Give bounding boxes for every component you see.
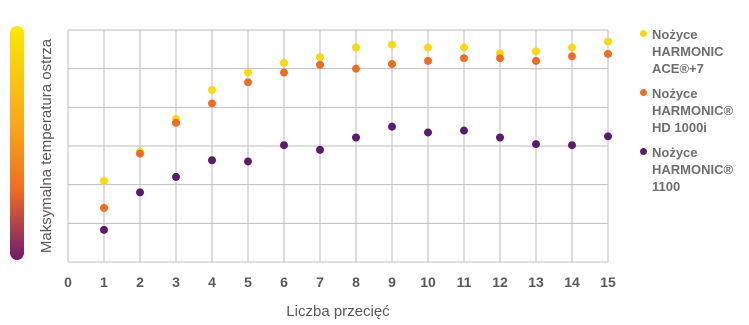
data-point-series-2 — [136, 188, 144, 197]
legend-marker-ace — [640, 30, 647, 37]
x-axis-title: Liczba przecięć — [286, 303, 390, 320]
data-point-series-0 — [568, 43, 576, 52]
data-point-series-1 — [208, 99, 216, 108]
data-point-series-1 — [460, 54, 468, 63]
legend-label-hd1000i: Nożyce HARMONIC® HD 1000i — [652, 86, 734, 135]
data-point-series-2 — [568, 141, 576, 150]
x-tick-label: 11 — [457, 274, 472, 290]
x-tick-label: 13 — [528, 274, 544, 290]
data-point-series-0 — [244, 68, 252, 77]
legend-label-1100: Nożyce HARMONIC® 1100 — [652, 145, 734, 194]
legend: Nożyce HARMONIC ACE®+7 Nożyce HARMONIC® … — [640, 26, 748, 203]
data-point-series-1 — [532, 56, 540, 65]
data-point-series-1 — [316, 60, 324, 69]
x-tick-label: 15 — [600, 274, 616, 290]
data-point-series-2 — [460, 126, 468, 135]
data-point-series-0 — [100, 176, 108, 185]
data-point-series-0 — [388, 40, 396, 49]
temperature-gradient-bar — [10, 26, 24, 260]
data-point-series-0 — [352, 43, 360, 52]
data-point-series-1 — [604, 49, 612, 58]
data-point-series-1 — [388, 60, 396, 69]
legend-item-1100: Nożyce HARMONIC® 1100 — [640, 144, 748, 195]
data-point-series-2 — [244, 157, 252, 166]
data-points — [100, 37, 612, 234]
x-tick-label: 6 — [280, 274, 288, 290]
data-point-series-2 — [208, 156, 216, 165]
data-point-series-1 — [136, 149, 144, 158]
data-point-series-1 — [568, 52, 576, 61]
legend-item-hd1000i: Nożyce HARMONIC® HD 1000i — [640, 85, 748, 136]
x-tick-label: 2 — [136, 274, 144, 290]
data-point-series-1 — [496, 54, 504, 63]
y-axis-title: Maksymalna temperatura ostrza — [38, 38, 55, 253]
legend-item-ace: Nożyce HARMONIC ACE®+7 — [640, 26, 748, 77]
data-point-series-2 — [172, 172, 180, 181]
data-point-series-0 — [424, 43, 432, 52]
data-point-series-2 — [352, 133, 360, 142]
x-tick-label: 0 — [64, 274, 72, 290]
data-point-series-2 — [604, 132, 612, 141]
data-point-series-2 — [532, 140, 540, 149]
data-point-series-0 — [208, 85, 216, 94]
data-point-series-2 — [424, 128, 432, 137]
data-point-series-2 — [388, 122, 396, 131]
data-point-series-0 — [280, 58, 288, 67]
data-point-series-1 — [424, 56, 432, 65]
data-point-series-2 — [316, 145, 324, 154]
data-point-series-2 — [496, 133, 504, 142]
data-point-series-0 — [532, 47, 540, 56]
x-tick-label: 9 — [388, 274, 396, 290]
x-tick-labels: 0 1 2 3 4 5 6 7 8 9 10 11 12 13 14 15 — [64, 274, 616, 290]
data-point-series-0 — [316, 53, 324, 62]
data-point-series-0 — [460, 43, 468, 52]
data-point-series-1 — [100, 203, 108, 212]
data-point-series-1 — [280, 68, 288, 77]
x-tick-label: 10 — [420, 274, 436, 290]
data-point-series-1 — [244, 78, 252, 87]
x-tick-label: 12 — [492, 274, 508, 290]
legend-marker-1100 — [640, 148, 647, 155]
x-tick-label: 14 — [564, 274, 580, 290]
legend-label-ace: Nożyce HARMONIC ACE®+7 — [652, 27, 724, 76]
data-point-series-1 — [172, 118, 180, 127]
grid — [67, 29, 609, 263]
x-tick-label: 7 — [316, 274, 324, 290]
x-tick-label: 5 — [244, 274, 252, 290]
data-point-series-2 — [280, 141, 288, 150]
data-point-series-1 — [352, 64, 360, 73]
x-tick-label: 1 — [100, 274, 108, 290]
x-tick-label: 3 — [172, 274, 180, 290]
data-point-series-2 — [100, 225, 108, 234]
x-tick-label: 8 — [352, 274, 360, 290]
x-tick-label: 4 — [208, 274, 216, 290]
data-point-series-0 — [604, 37, 612, 46]
legend-marker-hd1000i — [640, 89, 647, 96]
